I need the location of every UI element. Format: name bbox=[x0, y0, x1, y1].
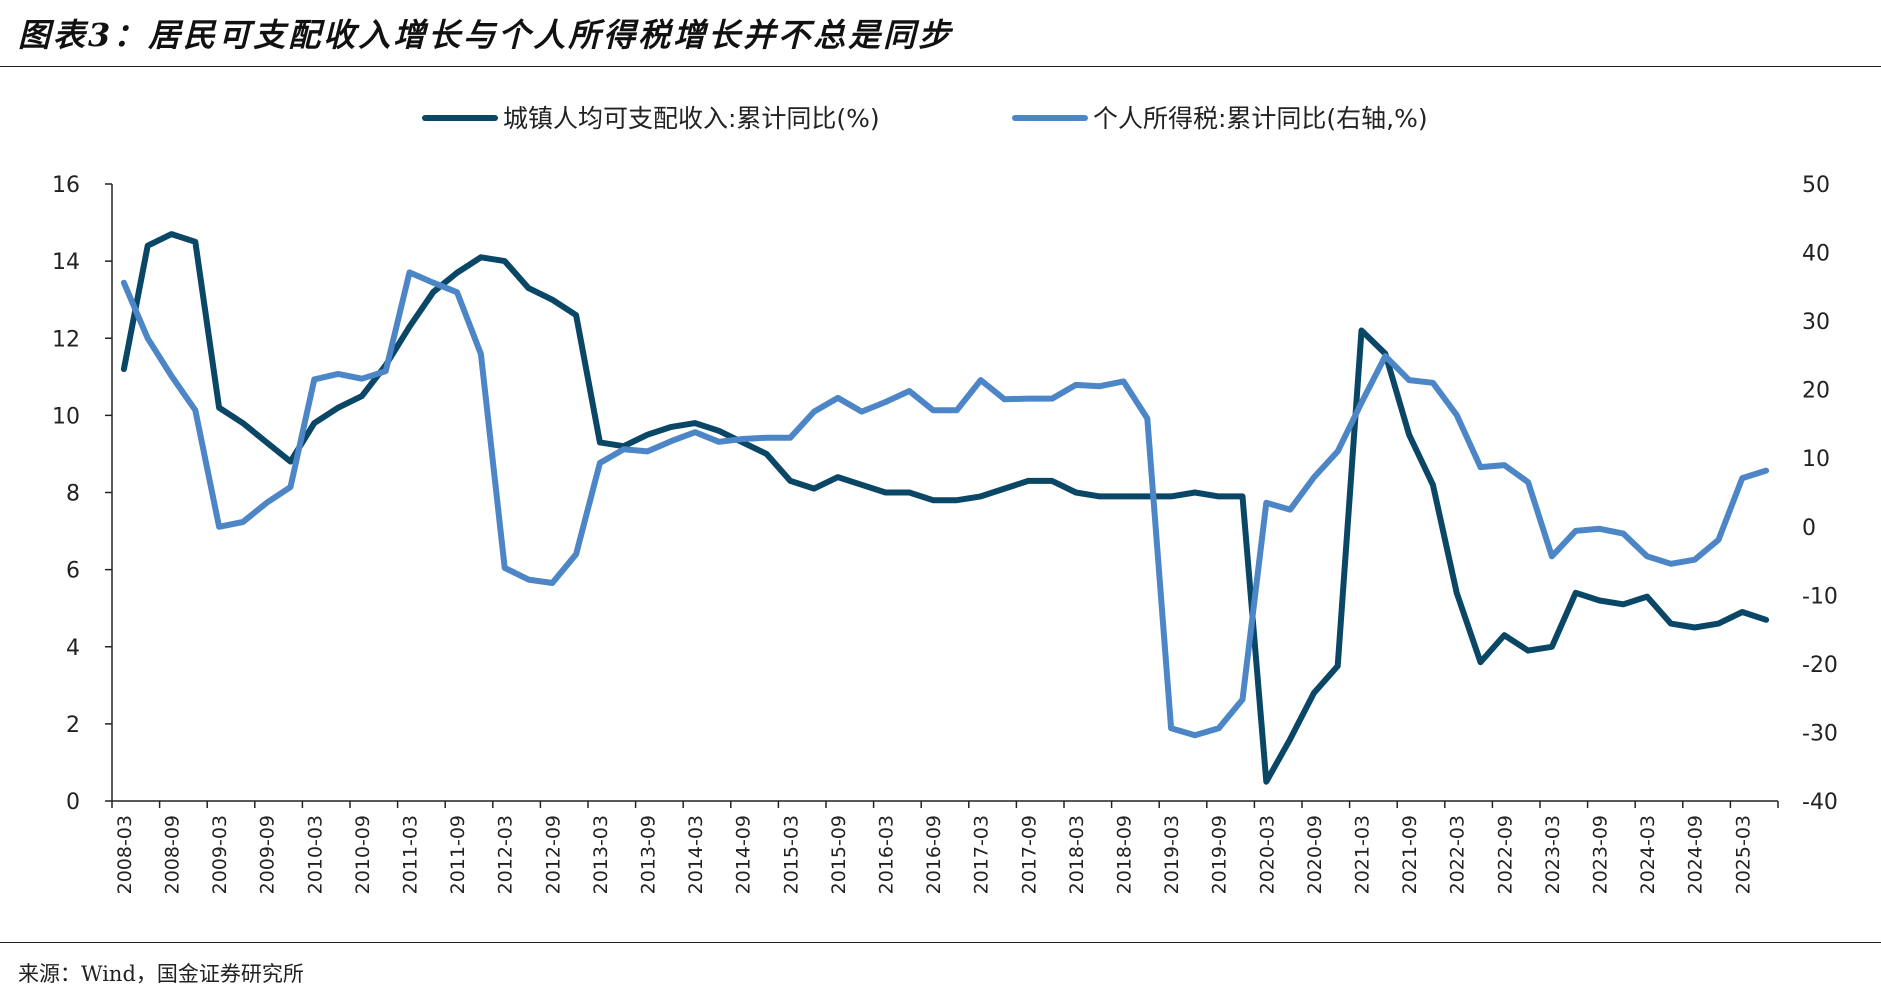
legend: 城镇人均可支配收入:累计同比(%) 个人所得税:累计同比(右轴,%) bbox=[422, 104, 1428, 133]
legend-label-income: 城镇人均可支配收入:累计同比(%) bbox=[503, 104, 880, 133]
x-tick-label: 2019-03 bbox=[1161, 815, 1183, 894]
chart-title: 图表3：居民可支配收入增长与个人所得税增长并不总是同步 bbox=[18, 16, 954, 54]
left-y-tick-label: 10 bbox=[52, 404, 80, 429]
right-y-tick-label: -20 bbox=[1802, 653, 1838, 678]
right-y-tick-label: 10 bbox=[1802, 447, 1830, 472]
x-tick-label: 2020-09 bbox=[1304, 815, 1326, 894]
x-tick-label: 2020-03 bbox=[1256, 815, 1278, 894]
x-tick-label: 2011-03 bbox=[400, 815, 422, 894]
x-tick-label: 2016-03 bbox=[876, 815, 898, 894]
legend-label-tax: 个人所得税:累计同比(右轴,%) bbox=[1093, 104, 1428, 133]
series-layer bbox=[120, 231, 1770, 785]
right-y-tick-label: 20 bbox=[1802, 379, 1830, 404]
x-tick-label: 2010-09 bbox=[352, 815, 374, 894]
left-y-tick-label: 8 bbox=[66, 482, 80, 507]
x-tick-label: 2011-09 bbox=[447, 815, 469, 894]
right-y-tick-label: -40 bbox=[1802, 790, 1838, 815]
bottom-divider bbox=[0, 942, 1881, 943]
left-y-tick-label: 2 bbox=[66, 713, 80, 738]
x-tick-label: 2018-09 bbox=[1114, 815, 1136, 894]
x-tick-label: 2014-09 bbox=[733, 815, 755, 894]
left-y-tick-label: 4 bbox=[66, 636, 80, 661]
right-y-tick-label: 30 bbox=[1802, 310, 1830, 335]
x-tick-label: 2014-03 bbox=[685, 815, 707, 894]
x-tick-label: 2010-03 bbox=[304, 815, 326, 894]
x-tick-label: 2015-03 bbox=[780, 815, 802, 894]
x-tick-label: 2023-09 bbox=[1590, 815, 1612, 894]
right-y-tick-label: -10 bbox=[1802, 584, 1838, 609]
left-y-tick-label: 14 bbox=[52, 250, 80, 275]
x-tick-label: 2012-03 bbox=[495, 815, 517, 894]
x-tick-label: 2016-09 bbox=[923, 815, 945, 894]
left-y-tick-label: 12 bbox=[52, 327, 80, 352]
x-tick-label: 2024-09 bbox=[1685, 815, 1707, 894]
x-tick-label: 2024-03 bbox=[1637, 815, 1659, 894]
x-tick-label: 2022-03 bbox=[1447, 815, 1469, 894]
source-note: 来源：Wind，国金证券研究所 bbox=[18, 962, 304, 986]
x-tick-label: 2008-09 bbox=[162, 815, 184, 894]
left-y-tick-label: 16 bbox=[52, 173, 80, 198]
x-tick-label: 2015-09 bbox=[828, 815, 850, 894]
x-tick-label: 2017-09 bbox=[1018, 815, 1040, 894]
x-tick-label: 2021-09 bbox=[1399, 815, 1421, 894]
x-tick-label: 2013-03 bbox=[590, 815, 612, 894]
x-tick-label: 2023-03 bbox=[1542, 815, 1564, 894]
right-y-tick-label: 0 bbox=[1802, 516, 1816, 541]
x-tick-label: 2013-09 bbox=[638, 815, 660, 894]
x-tick-label: 2019-09 bbox=[1209, 815, 1231, 894]
top-divider bbox=[0, 66, 1881, 67]
x-tick-label: 2022-09 bbox=[1494, 815, 1516, 894]
left-y-tick-label: 6 bbox=[66, 559, 80, 584]
x-tick-label: 2021-03 bbox=[1352, 815, 1374, 894]
x-tick-label: 2017-03 bbox=[971, 815, 993, 894]
line-chart: 城镇人均可支配收入:累计同比(%) 个人所得税:累计同比(右轴,%) 0 2 4 6 8… bbox=[52, 104, 1838, 894]
right-y-tick-label: 50 bbox=[1802, 173, 1830, 198]
series-line-income bbox=[120, 231, 1770, 785]
right-y-tick-label: -30 bbox=[1802, 721, 1838, 746]
axes: 0 2 4 6 8 10 12 14 16 -40 -30 -20 -10 0 10 20 30 40 50 2008… bbox=[52, 173, 1838, 894]
x-tick-label: 2009-03 bbox=[209, 815, 231, 894]
x-tick-label: 2008-03 bbox=[114, 815, 136, 894]
right-y-tick-label: 40 bbox=[1802, 242, 1830, 267]
x-tick-label: 2009-09 bbox=[257, 815, 279, 894]
x-tick-label: 2012-09 bbox=[542, 815, 564, 894]
series-line-tax bbox=[120, 269, 1770, 739]
x-tick-label: 2025-03 bbox=[1732, 815, 1754, 894]
x-tick-label: 2018-03 bbox=[1066, 815, 1088, 894]
left-y-tick-label: 0 bbox=[66, 790, 80, 815]
